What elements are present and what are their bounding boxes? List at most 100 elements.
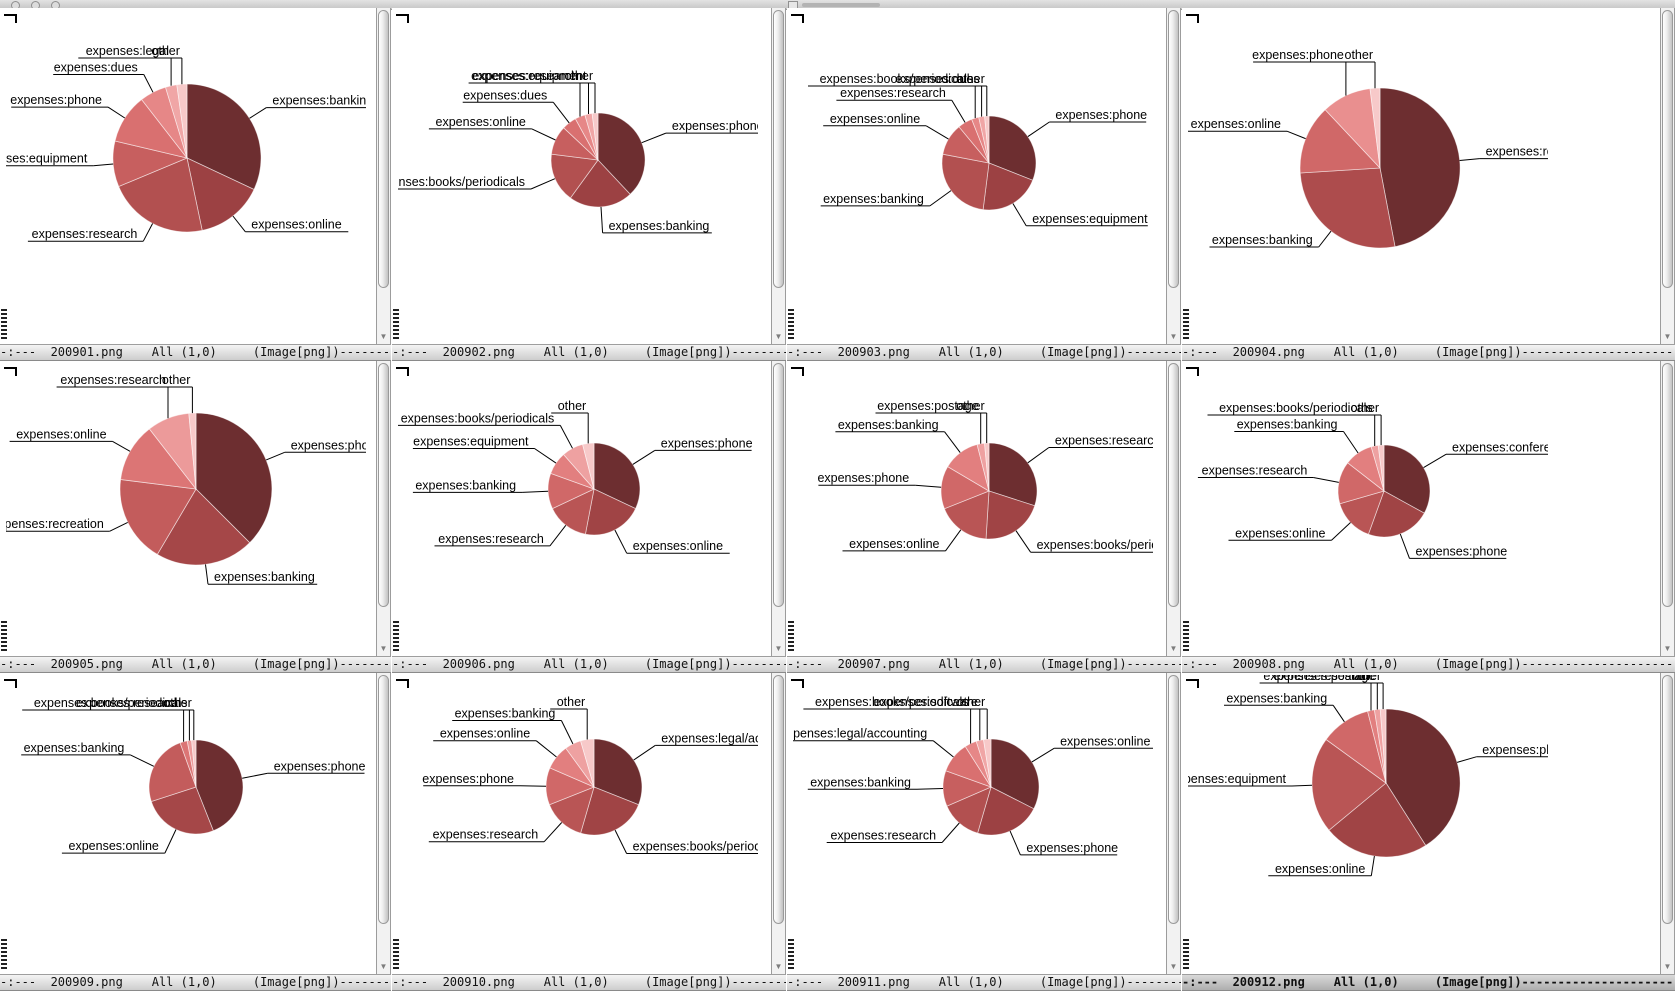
slice-label: other: [1344, 401, 1382, 446]
scrollbar-thumb[interactable]: [378, 363, 389, 607]
slice-label: expenses:phone: [1252, 48, 1347, 96]
svg-text:expenses:legal/accounting: expenses:legal/accounting: [661, 731, 758, 745]
vertical-scrollbar[interactable]: ▼: [1166, 361, 1181, 656]
modeline-200902.png[interactable]: -:--- 200902.png All (1,0) (Image[png])-…: [392, 344, 786, 361]
vertical-scrollbar[interactable]: ▼: [1660, 673, 1675, 974]
modeline-200907.png[interactable]: -:--- 200907.png All (1,0) (Image[png])-…: [787, 656, 1181, 673]
slice-label: expenses:phone: [1399, 533, 1507, 559]
svg-text:other: other: [956, 399, 985, 413]
scrollbar-thumb[interactable]: [1662, 675, 1673, 924]
pie-slice-expenses-banking: [156, 488, 251, 566]
pie-chart: expenses:research expenses:banking expense…: [1188, 48, 1548, 249]
svg-text:expenses:recreation: expenses:recreation: [6, 517, 104, 531]
image-buffer: expenses:phone expenses:banking expenses:b…: [392, 8, 786, 344]
scroll-down-icon[interactable]: ▼: [774, 962, 783, 971]
scroll-down-icon[interactable]: ▼: [1663, 332, 1672, 341]
modeline-200906.png[interactable]: -:--- 200906.png All (1,0) (Image[png])-…: [392, 656, 786, 673]
scroll-down-icon[interactable]: ▼: [1169, 644, 1178, 653]
pie-chart-image: expenses:banking expenses:online expenses:…: [6, 10, 366, 332]
image-corner-mark: [396, 679, 409, 688]
svg-text:other: other: [162, 373, 191, 387]
vertical-scrollbar[interactable]: ▼: [1660, 361, 1675, 656]
pie-chart-image: expenses:phone expenses:equipment expenses…: [793, 10, 1153, 332]
slice-label: expenses:legal/accounting: [633, 731, 758, 761]
image-buffer: expenses:phone expenses:online expenses:eq…: [1182, 673, 1675, 974]
slice-label: expenses:equipment: [6, 152, 114, 167]
pie-chart: expenses:online expenses:phone expenses:re…: [793, 695, 1153, 856]
scrollbar-thumb[interactable]: [1662, 10, 1673, 288]
scroll-down-icon[interactable]: ▼: [379, 962, 388, 971]
vertical-scrollbar[interactable]: ▼: [376, 673, 391, 974]
emacs-window-200911.png: expenses:online expenses:phone expenses:re…: [787, 673, 1181, 991]
scrollbar-thumb[interactable]: [773, 363, 784, 607]
modeline-200911.png[interactable]: -:--- 200911.png All (1,0) (Image[png])-…: [787, 974, 1181, 991]
vertical-scrollbar[interactable]: ▼: [771, 8, 786, 344]
vertical-scrollbar[interactable]: ▼: [1166, 673, 1181, 974]
slice-label: expenses:recreation: [6, 517, 128, 532]
fringe-continuation-marks: [788, 939, 794, 971]
slice-label: expenses:phone: [641, 119, 758, 144]
scrollbar-thumb[interactable]: [773, 10, 784, 288]
pie-chart-image: expenses:phone expenses:online expenses:ba…: [6, 675, 366, 962]
slice-label: expenses:online: [842, 529, 962, 552]
vertical-scrollbar[interactable]: ▼: [376, 361, 391, 656]
scroll-down-icon[interactable]: ▼: [1169, 332, 1178, 341]
svg-text:other: other: [1351, 401, 1380, 415]
slice-label: other: [950, 695, 988, 740]
minimize-button-icon[interactable]: [31, 1, 40, 9]
modeline-200912.png[interactable]: -:--- 200912.png All (1,0) (Image[png])-…: [1182, 974, 1675, 991]
modeline-200901.png[interactable]: -:--- 200901.png All (1,0) (Image[png])-…: [0, 344, 391, 361]
slice-label: expenses:research: [836, 86, 966, 123]
scroll-down-icon[interactable]: ▼: [1663, 962, 1672, 971]
vertical-scrollbar[interactable]: ▼: [1660, 8, 1675, 344]
document-icon: [788, 1, 798, 9]
scroll-down-icon[interactable]: ▼: [1663, 644, 1672, 653]
vertical-scrollbar[interactable]: ▼: [771, 673, 786, 974]
scrollbar-thumb[interactable]: [1168, 10, 1179, 288]
image-buffer: expenses:phone expenses:online expenses:re…: [392, 361, 786, 656]
fringe-continuation-marks: [1, 939, 7, 971]
slice-label: expenses:online: [823, 112, 949, 140]
pie-slice-expenses-phone: [593, 442, 641, 510]
modeline-200909.png[interactable]: -:--- 200909.png All (1,0) (Image[png])-…: [0, 974, 391, 991]
zoom-button-icon[interactable]: [51, 1, 60, 9]
scrollbar-thumb[interactable]: [1168, 675, 1179, 924]
close-button-icon[interactable]: [11, 1, 20, 9]
vertical-scrollbar[interactable]: ▼: [771, 361, 786, 656]
scrollbar-thumb[interactable]: [773, 675, 784, 924]
image-buffer: expenses:research expenses:banking expense…: [1182, 8, 1675, 344]
scrollbar-thumb[interactable]: [378, 10, 389, 288]
svg-text:expenses:online: expenses:online: [16, 427, 106, 441]
modeline-200903.png[interactable]: -:--- 200903.png All (1,0) (Image[png])-…: [787, 344, 1181, 361]
pie-chart-image: expenses:online expenses:phone expenses:re…: [793, 675, 1153, 962]
slice-label: other: [558, 69, 596, 114]
slice-label: expenses:banking: [1234, 418, 1359, 454]
scroll-down-icon[interactable]: ▼: [774, 332, 783, 341]
scroll-down-icon[interactable]: ▼: [774, 644, 783, 653]
modeline-200904.png[interactable]: -:--- 200904.png All (1,0) (Image[png])-…: [1182, 344, 1675, 361]
modeline-200908.png[interactable]: -:--- 200908.png All (1,0) (Image[png])-…: [1182, 656, 1675, 673]
svg-text:expenses:equipment: expenses:equipment: [6, 152, 88, 166]
modeline-200905.png[interactable]: -:--- 200905.png All (1,0) (Image[png])-…: [0, 656, 391, 673]
scrollbar-thumb[interactable]: [1168, 363, 1179, 607]
svg-text:other: other: [956, 72, 985, 86]
vertical-scrollbar[interactable]: ▼: [1166, 8, 1181, 344]
pie-slice-expenses-phone: [195, 739, 244, 832]
modeline-200910.png[interactable]: -:--- 200910.png All (1,0) (Image[png])-…: [392, 974, 786, 991]
scrollbar-thumb[interactable]: [1662, 363, 1673, 607]
slice-label: expenses:conference: [1423, 440, 1548, 469]
scroll-down-icon[interactable]: ▼: [379, 644, 388, 653]
pie-slice-expenses-legal-accounting: [593, 738, 643, 806]
image-buffer: expenses:legal/accounting expenses:books/…: [392, 673, 786, 974]
vertical-scrollbar[interactable]: ▼: [376, 8, 391, 344]
scroll-down-icon[interactable]: ▼: [1169, 962, 1178, 971]
scroll-down-icon[interactable]: ▼: [379, 332, 388, 341]
pie-slice-expenses-books-periodicals: [580, 786, 640, 836]
slice-label: expenses:phone: [1027, 108, 1147, 138]
pie-slice-expenses-phone: [988, 115, 1037, 181]
svg-text:expenses:online: expenses:online: [1191, 117, 1281, 131]
minibuffer[interactable]: Type C-c C-c to view as text.: [0, 991, 1675, 1004]
scrollbar-thumb[interactable]: [378, 675, 389, 924]
fringe-continuation-marks: [393, 621, 399, 653]
fringe-continuation-marks: [788, 309, 794, 341]
